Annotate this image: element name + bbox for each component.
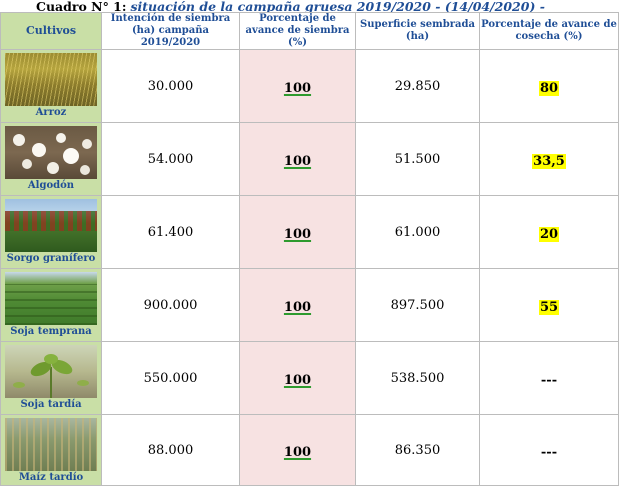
intention-cell: 550.000 [101, 341, 240, 415]
table-row: Algodón 54.000 100 51.500 33,5 [0, 122, 619, 196]
crop-name: Soja temprana [10, 326, 92, 337]
crop-cell: Soja temprana [0, 268, 102, 342]
header-harvest-progress: Porcentaje de avance de cosecha (%) [479, 12, 619, 50]
sowing-progress-value: 100 [283, 226, 312, 242]
header-crops: Cultivos [0, 12, 102, 50]
late-soybean-plant-image [5, 345, 97, 398]
sowing-progress-cell: 100 [239, 341, 356, 415]
crop-name: Soja tardía [20, 399, 82, 410]
harvest-progress-cell: 33,5 [479, 122, 619, 196]
early-soybean-field-image [5, 272, 97, 325]
sowing-progress-value: 100 [283, 80, 312, 96]
sowing-progress-cell: 100 [239, 122, 356, 196]
sowing-progress-value: 100 [283, 299, 312, 315]
table-caption: Cuadro N° 1: situación de la campaña gru… [0, 0, 622, 12]
table-row: Arroz 30.000 100 29.850 80 [0, 49, 619, 123]
cotton-bolls-drawing [13, 133, 92, 175]
crop-name: Maíz tardío [18, 472, 84, 483]
header-intention: Intención de siembra (ha) campaña 2019/2… [101, 12, 240, 50]
harvest-progress-value: 20 [538, 226, 560, 242]
sorghum-field-image [5, 199, 97, 252]
table-row: Soja tardía 550.000 100 538.500 --- [0, 341, 619, 415]
sown-area-cell: 86.350 [355, 414, 480, 486]
harvest-progress-cell: --- [479, 341, 619, 415]
sowing-progress-value: 100 [283, 444, 312, 460]
sown-area-cell: 538.500 [355, 341, 480, 415]
sowing-progress-cell: 100 [239, 49, 356, 123]
sowing-progress-cell: 100 [239, 414, 356, 486]
sowing-progress-value: 100 [283, 153, 312, 169]
cotton-bolls-image [5, 126, 97, 179]
header-sown-area: Superficie sembrada (ha) [355, 12, 480, 50]
campaign-table: Cultivos Intención de siembra (ha) campa… [0, 12, 619, 486]
crop-name: Algodón [27, 180, 75, 191]
intention-cell: 30.000 [101, 49, 240, 123]
soybean-plant-drawing [13, 354, 89, 398]
crop-cell: Maíz tardío [0, 414, 102, 486]
table-row: Maíz tardío 88.000 100 86.350 --- [0, 414, 619, 486]
harvest-progress-value: --- [540, 372, 558, 388]
table-row: Soja temprana 900.000 100 897.500 55 [0, 268, 619, 342]
intention-cell: 900.000 [101, 268, 240, 342]
crop-name: Arroz [35, 107, 67, 118]
harvest-progress-cell: 55 [479, 268, 619, 342]
sown-area-cell: 897.500 [355, 268, 480, 342]
harvest-progress-cell: 80 [479, 49, 619, 123]
crop-cell: Arroz [0, 49, 102, 123]
late-corn-field-image [5, 418, 97, 471]
harvest-progress-value: 55 [538, 299, 560, 315]
sowing-progress-cell: 100 [239, 195, 356, 269]
sowing-progress-value: 100 [283, 372, 312, 388]
caption-title: situación de la campaña gruesa 2019/2020… [130, 0, 545, 12]
table-row: Sorgo granífero 61.400 100 61.000 20 [0, 195, 619, 269]
harvest-progress-value: --- [540, 444, 558, 460]
header-sowing-progress: Porcentaje de avance de siembra (%) [239, 12, 356, 50]
crop-cell: Sorgo granífero [0, 195, 102, 269]
harvest-progress-cell: 20 [479, 195, 619, 269]
caption-lead: Cuadro N° 1: [36, 0, 127, 12]
crop-name: Sorgo granífero [6, 253, 96, 264]
sown-area-cell: 61.000 [355, 195, 480, 269]
harvest-progress-value: 33,5 [532, 153, 566, 169]
sowing-progress-cell: 100 [239, 268, 356, 342]
harvest-progress-value: 80 [538, 80, 560, 96]
intention-cell: 61.400 [101, 195, 240, 269]
sown-area-cell: 29.850 [355, 49, 480, 123]
sown-area-cell: 51.500 [355, 122, 480, 196]
crop-cell: Algodón [0, 122, 102, 196]
crop-cell: Soja tardía [0, 341, 102, 415]
intention-cell: 54.000 [101, 122, 240, 196]
table-header-row: Cultivos Intención de siembra (ha) campa… [0, 12, 619, 50]
rice-field-image [5, 53, 97, 106]
